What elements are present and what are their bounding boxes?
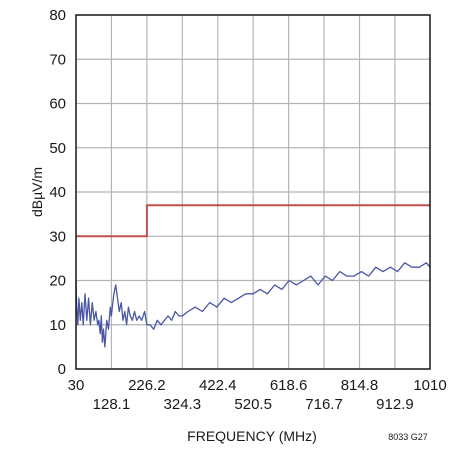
x-tick-label: 618.6 — [270, 377, 308, 394]
x-tick-label: 422.4 — [199, 377, 237, 394]
emission-trace — [75, 262, 431, 348]
x-tick-label: 1010 — [413, 377, 446, 394]
y-tick-label: 0 — [58, 361, 66, 378]
y-tick-label: 70 — [49, 51, 66, 68]
series-group — [75, 204, 431, 348]
plot-border — [75, 14, 431, 370]
y-tick-label: 10 — [49, 317, 66, 334]
limit-line — [76, 204, 430, 238]
x-tick-label: 520.5 — [234, 396, 272, 413]
x-tick-label: 128.1 — [93, 396, 131, 413]
y-tick-label: 80 — [49, 7, 66, 24]
y-tick-label: 30 — [49, 228, 66, 245]
y-tick-label: 20 — [49, 273, 66, 290]
y-tick-labels: 0 10 20 30 40 50 60 70 80 — [49, 7, 66, 378]
x-tick-label: 324.3 — [164, 396, 202, 413]
x-tick-label: 716.7 — [305, 396, 343, 413]
x-tick-label: 814.8 — [341, 377, 379, 394]
x-tick-labels: 30 128.1 226.2 324.3 422.4 520.5 618.6 716.7 814… — [68, 377, 447, 413]
y-axis-label: dBµV/m — [29, 167, 45, 217]
figure-note: 8033 G27 — [388, 432, 428, 442]
x-tick-label: 226.2 — [128, 377, 166, 394]
x-tick-label: 30 — [68, 377, 85, 394]
y-tick-label: 60 — [49, 96, 66, 113]
x-tick-label: 912.9 — [376, 396, 414, 413]
y-tick-label: 40 — [49, 184, 66, 201]
x-axis-label: FREQUENCY (MHz) — [187, 428, 317, 444]
y-tick-label: 50 — [49, 140, 66, 157]
